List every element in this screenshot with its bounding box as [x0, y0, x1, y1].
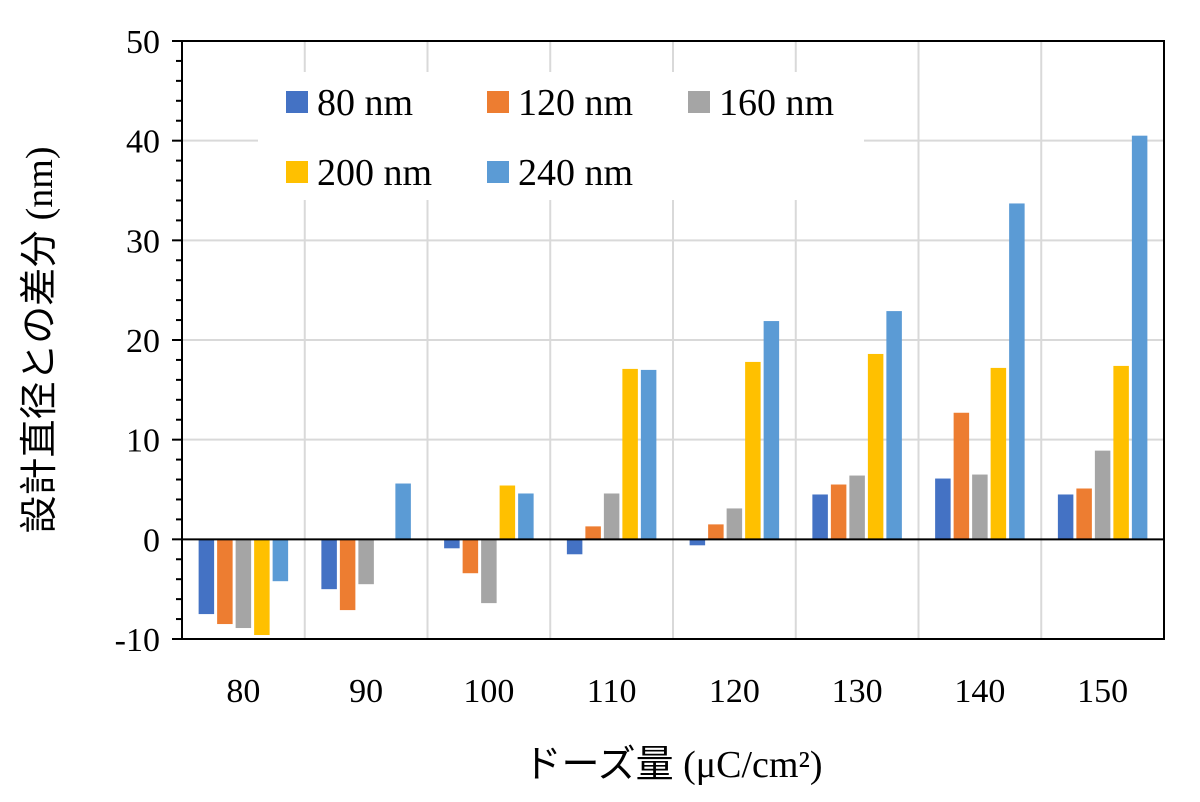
bar: [972, 474, 988, 540]
x-tick-label: 120: [709, 673, 760, 710]
legend-swatch: [487, 161, 509, 183]
y-tick-label: 30: [126, 223, 160, 260]
x-tick-label: 80: [226, 673, 260, 710]
legend-label: 120 nm: [518, 82, 633, 124]
y-axis-title: 設計直径との差分 (nm): [19, 147, 61, 534]
bar: [358, 539, 374, 585]
bar: [830, 484, 847, 540]
bar: [254, 539, 270, 636]
bar: [198, 539, 215, 615]
x-axis-tick-labels: 80 90 100 110 120 130 140 150: [226, 673, 1128, 710]
bar: [886, 311, 902, 540]
bar: [867, 353, 884, 540]
bar: [566, 539, 583, 555]
bars: [198, 135, 1148, 636]
bar: [499, 485, 516, 540]
bar: [444, 539, 460, 549]
y-tick-label: 10: [126, 423, 160, 460]
bar: [321, 539, 337, 590]
y-tick-label: 0: [143, 522, 160, 559]
bar: [1131, 135, 1148, 540]
bar: [235, 539, 252, 629]
bar: [395, 483, 411, 540]
bar: [481, 539, 497, 604]
bar: [953, 412, 970, 540]
x-tick-label: 140: [954, 673, 1005, 710]
bar: [585, 526, 601, 540]
bar: [812, 494, 828, 540]
y-axis-tick-labels: -10 0 10 20 30 40 50: [115, 24, 160, 659]
bar: [990, 367, 1007, 540]
y-tick-label: 50: [126, 24, 160, 61]
legend-background: [258, 72, 864, 200]
bar: [763, 321, 780, 540]
legend-swatch: [286, 91, 308, 113]
legend-swatch: [688, 91, 710, 113]
y-tick-label: 40: [126, 124, 160, 161]
bar: [217, 539, 233, 625]
legend: 80 nm 120 nm 160 nm 200 nm 240 nm: [258, 72, 864, 200]
x-tick-label: 100: [463, 673, 514, 710]
bar: [1094, 450, 1111, 540]
bar: [935, 478, 951, 540]
legend-swatch: [487, 91, 509, 113]
bar: [518, 493, 534, 540]
bar: [272, 539, 289, 582]
bar: [849, 475, 865, 540]
x-tick-label: 90: [349, 673, 383, 710]
x-tick-label: 130: [832, 673, 883, 710]
bar: [603, 493, 620, 540]
legend-label: 160 nm: [719, 82, 834, 124]
bar: [1076, 488, 1092, 540]
y-tick-label: -10: [115, 622, 160, 659]
bar: [1113, 365, 1129, 540]
bar: [1057, 494, 1074, 540]
legend-label: 240 nm: [518, 152, 633, 194]
bar: [622, 368, 638, 540]
x-tick-label: 150: [1077, 673, 1128, 710]
x-tick-label: 110: [587, 673, 637, 710]
x-axis-title: ドーズ量 (μC/cm²): [523, 744, 822, 786]
legend-swatch: [286, 161, 308, 183]
bar: [708, 524, 724, 540]
bar: [1009, 203, 1025, 540]
bar: [745, 361, 761, 540]
bar: [726, 508, 743, 540]
legend-label: 80 nm: [317, 82, 413, 124]
bar: [462, 539, 479, 574]
legend-label: 200 nm: [317, 152, 432, 194]
bar: [689, 539, 706, 546]
bar: [339, 539, 356, 611]
bar: [640, 369, 657, 540]
axes: [172, 40, 1165, 640]
y-tick-label: 20: [126, 323, 160, 360]
